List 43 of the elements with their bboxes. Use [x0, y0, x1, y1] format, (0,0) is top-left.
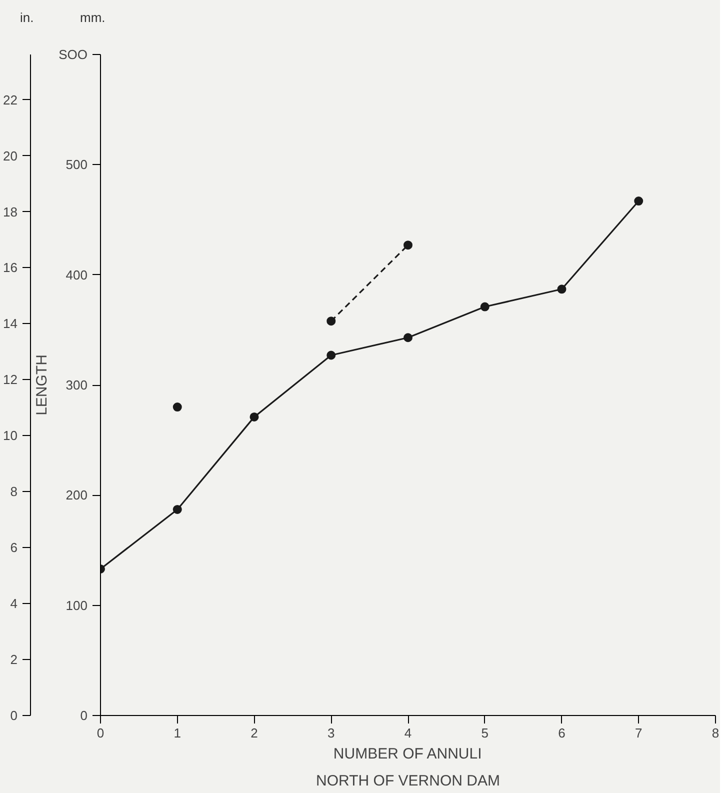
- point: [172, 504, 182, 514]
- x-tick-label: 6: [558, 726, 566, 740]
- y-tick-label: 300: [66, 378, 88, 392]
- x-tick-label: 4: [404, 726, 412, 740]
- point: [326, 316, 336, 326]
- x-tick-label: 5: [481, 726, 488, 740]
- x-tick-label: 7: [635, 726, 642, 740]
- y-tick-label: 500: [66, 157, 88, 172]
- point: [250, 412, 259, 422]
- point: [326, 350, 336, 360]
- y-tick-label: 400: [66, 267, 88, 282]
- text: mm.: [80, 9, 106, 27]
- y2-tick-label: 20: [3, 148, 18, 164]
- text: in.: [20, 9, 34, 27]
- y-axis-title: LENGTH: [34, 354, 51, 416]
- x-tick-label: 1: [174, 726, 181, 740]
- point: [634, 196, 644, 206]
- y2-tick-label: 0: [10, 708, 18, 723]
- y2-tick-label: 6: [10, 540, 18, 556]
- point: [404, 333, 412, 342]
- point: [480, 302, 490, 312]
- y-tick-label: 100: [66, 598, 88, 613]
- y-tick-label: SOO: [58, 47, 88, 62]
- point: [557, 284, 566, 294]
- y2-tick-label: 12: [3, 372, 18, 388]
- point: [404, 240, 412, 250]
- y2-tick-label: 22: [3, 92, 18, 108]
- text: NORTH OF VERNON DAM: [316, 772, 500, 790]
- x-tick-label: 0: [96, 726, 104, 740]
- y2-tick-label: 4: [10, 596, 18, 612]
- y2-tick-label: 2: [10, 652, 18, 668]
- x-axis-title: NUMBER OF ANNULI: [333, 746, 482, 762]
- y2-tick-label: 18: [3, 204, 18, 220]
- x-tick-label: 8: [712, 726, 720, 740]
- x-tick-label: 2: [250, 726, 258, 740]
- y-tick-label: 200: [66, 488, 88, 503]
- y2-tick-label: 16: [3, 260, 18, 276]
- y2-tick-label: 14: [3, 316, 18, 332]
- x-tick-label: 3: [328, 726, 335, 740]
- y2-tick-label: 8: [10, 484, 18, 500]
- y-tick-label: 0: [80, 708, 88, 723]
- point: [172, 402, 182, 412]
- y2-tick-label: 10: [3, 428, 18, 444]
